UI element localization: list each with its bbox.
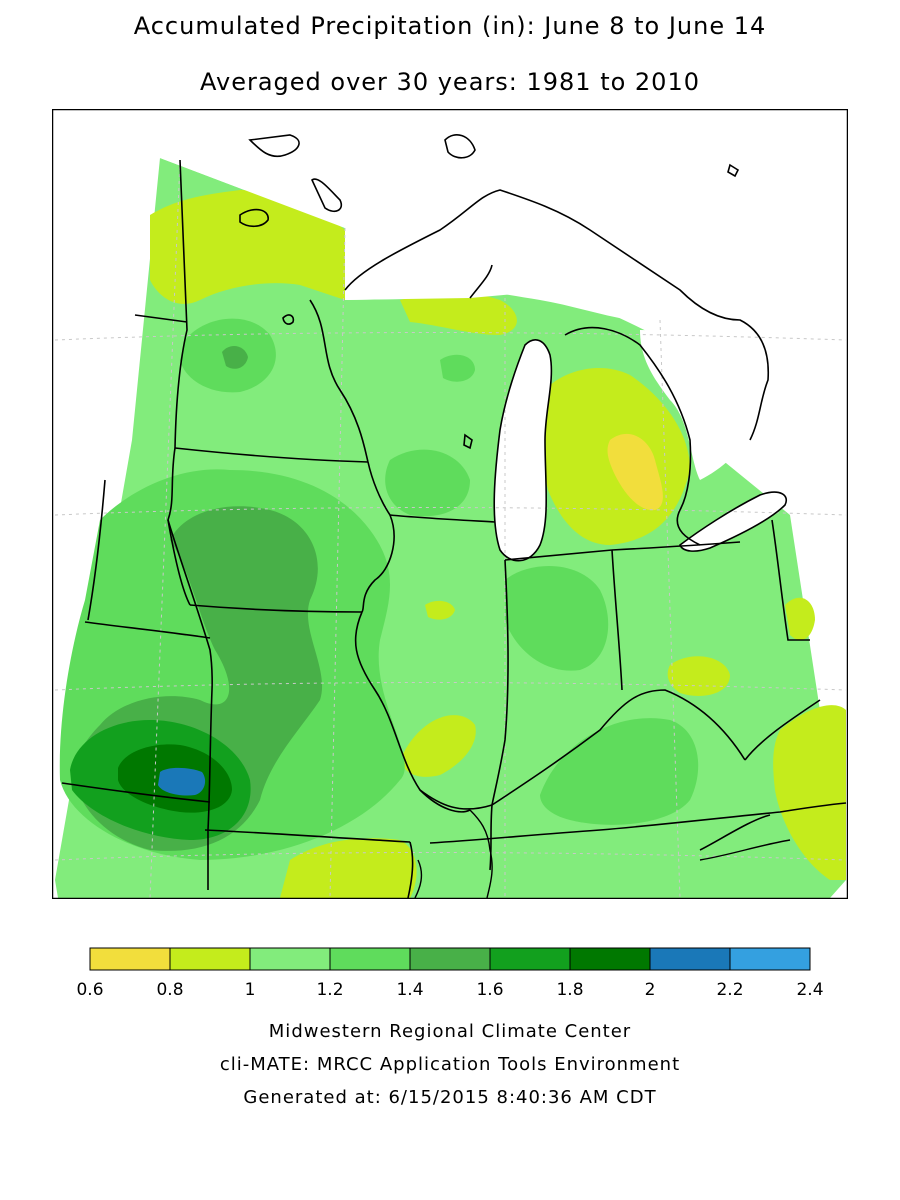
ia-wi-border [367,461,496,523]
ks-mo-border [207,689,213,890]
il-in-border [491,559,509,806]
map-title: Accumulated Precipitation (in): June 8 t… [133,12,767,40]
coastlines [239,134,787,562]
legend-swatch-4 [409,947,491,971]
lake-erie [680,492,787,552]
legend-swatch-0 [89,947,171,971]
contour-0.8-illinois-south [400,715,476,777]
il-ky-border [419,789,493,871]
legend-swatch-1 [169,947,251,971]
state-boundaries [61,159,847,899]
legend-swatch-8 [729,947,811,971]
contour-0.8-upper-mi [400,292,517,335]
legend-tick-label: 1 [245,980,256,1000]
ne-ks-border [84,621,211,639]
map-subtitle: Averaged over 30 years: 1981 to 2010 [199,68,700,96]
legend-tick-label: 0.6 [76,980,103,1000]
in-mi-border [504,549,613,561]
legend-swatch-6 [569,947,651,971]
legend-labels: 0.6 0.8 1 1.2 1.4 1.6 1.8 2 2.2 2.4 [76,980,823,1000]
legend-tick-label: 1.8 [556,980,583,1000]
contour-0.8-indiana [425,600,455,620]
oh-pa-border [771,519,810,641]
footer-line-1: Midwestern Regional Climate Center [268,1021,632,1042]
contour-0.8-pa [785,597,815,640]
legend-tick-label: 1.6 [476,980,503,1000]
precipitation-map [52,109,848,899]
ia-il-border [361,514,395,613]
nd-mn-border [174,159,188,449]
ks-ok-border [61,782,211,803]
legend-swatch-7 [649,947,731,971]
in-oh-border [611,549,623,691]
color-legend: 0.6 0.8 1 1.2 1.4 1.6 1.8 2 2.2 2.4 [76,947,824,1000]
contour-1.2-iowa-wi [385,449,470,517]
footer-line-3: Generated at: 6/15/2015 8:40:36 AM CDT [243,1087,657,1108]
contour-0.8-north [150,190,345,304]
mo-il-border [354,611,471,813]
legend-swatch-2 [249,947,331,971]
legend-tick-label: 1.4 [396,980,423,1000]
nd-sd-border [134,314,188,323]
contour-1.4-minnesota [222,345,248,369]
ky-wv-border [744,699,821,761]
river-boundaries [414,809,791,899]
mn-ia-border [174,447,369,463]
legend-tick-label: 2.4 [796,980,823,1000]
contour-1.2-indiana [505,566,609,671]
mo-ar-border [204,829,411,843]
legend-swatch-5 [489,947,571,971]
footer-line-2: cli-MATE: MRCC Application Tools Environ… [219,1054,681,1075]
legend-swatch-3 [329,947,411,971]
mi-oh-border [611,541,741,551]
legend-tick-label: 1.2 [316,980,343,1000]
in-ky-border [491,689,746,806]
ar-mo-border [407,841,414,899]
contour-2.0-kansas [158,767,206,796]
legend-boxes [89,947,811,971]
legend-tick-label: 0.8 [156,980,183,1000]
map-frame [52,109,848,899]
map-layers [54,110,848,899]
contour-0.8-east [773,705,846,880]
ky-tn-border [429,802,847,844]
ne-ia-border [167,519,213,691]
ia-mo-border [189,604,363,613]
contour-1.2-wisconsin [440,354,475,382]
ne-co-border [87,479,106,621]
legend-tick-label: 2.2 [716,980,743,1000]
mn-wi-border [309,299,369,463]
tn-va-border [699,814,771,851]
canada-land [160,110,848,520]
contour-0.6-lower-mi [607,433,663,511]
legend-tick-label: 2 [645,980,656,1000]
